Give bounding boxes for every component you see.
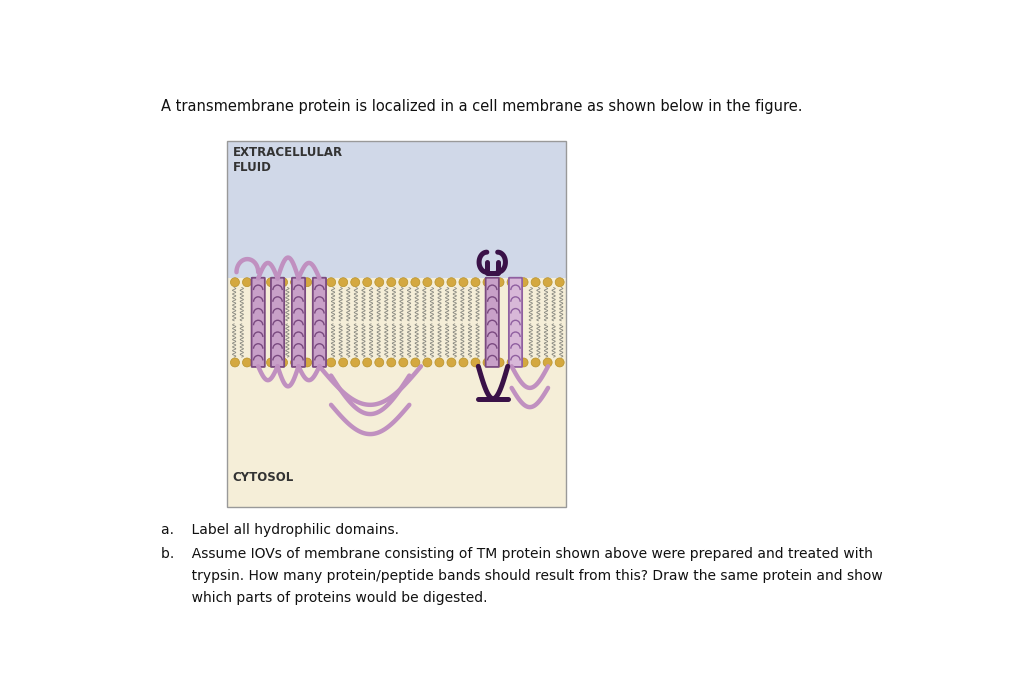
Text: which parts of proteins would be digested.: which parts of proteins would be digeste… — [161, 590, 487, 604]
FancyBboxPatch shape — [509, 278, 522, 367]
Circle shape — [495, 358, 504, 367]
FancyBboxPatch shape — [227, 279, 566, 367]
Circle shape — [327, 358, 336, 367]
Circle shape — [459, 358, 468, 367]
Circle shape — [314, 358, 324, 367]
FancyBboxPatch shape — [292, 278, 305, 367]
Circle shape — [471, 278, 480, 287]
Circle shape — [255, 278, 263, 287]
FancyBboxPatch shape — [271, 278, 285, 367]
Circle shape — [230, 278, 240, 287]
Circle shape — [555, 358, 564, 367]
Circle shape — [411, 278, 420, 287]
Circle shape — [459, 278, 468, 287]
Circle shape — [266, 358, 275, 367]
Circle shape — [314, 278, 324, 287]
Circle shape — [483, 278, 492, 287]
Circle shape — [375, 358, 384, 367]
Circle shape — [398, 278, 408, 287]
Text: a.    Label all hydrophilic domains.: a. Label all hydrophilic domains. — [161, 523, 398, 537]
Circle shape — [387, 278, 396, 287]
Circle shape — [255, 358, 263, 367]
Circle shape — [435, 358, 443, 367]
Circle shape — [471, 358, 480, 367]
Circle shape — [423, 358, 432, 367]
Circle shape — [555, 278, 564, 287]
Circle shape — [519, 278, 528, 287]
Circle shape — [495, 278, 504, 287]
Circle shape — [423, 278, 432, 287]
Circle shape — [339, 278, 348, 287]
Circle shape — [279, 358, 288, 367]
Circle shape — [303, 278, 311, 287]
FancyBboxPatch shape — [227, 141, 566, 279]
Circle shape — [531, 278, 540, 287]
Circle shape — [446, 278, 456, 287]
Circle shape — [411, 358, 420, 367]
Text: trypsin. How many protein/peptide bands should result from this? Draw the same p: trypsin. How many protein/peptide bands … — [161, 569, 883, 583]
Text: EXTRACELLULAR
FLUID: EXTRACELLULAR FLUID — [232, 146, 343, 175]
Circle shape — [243, 358, 252, 367]
Circle shape — [327, 278, 336, 287]
Circle shape — [351, 358, 359, 367]
Text: CYTOSOL: CYTOSOL — [232, 471, 294, 484]
Circle shape — [362, 278, 372, 287]
Circle shape — [291, 278, 300, 287]
Circle shape — [543, 358, 552, 367]
FancyBboxPatch shape — [485, 278, 499, 367]
Circle shape — [243, 278, 252, 287]
FancyBboxPatch shape — [252, 278, 265, 367]
FancyBboxPatch shape — [227, 367, 566, 507]
Circle shape — [339, 358, 348, 367]
FancyBboxPatch shape — [312, 278, 326, 367]
Text: b.    Assume IOVs of membrane consisting of TM protein shown above were prepared: b. Assume IOVs of membrane consisting of… — [161, 547, 872, 561]
Circle shape — [279, 278, 288, 287]
Circle shape — [291, 358, 300, 367]
Circle shape — [446, 358, 456, 367]
Circle shape — [266, 278, 275, 287]
Circle shape — [483, 358, 492, 367]
Circle shape — [543, 278, 552, 287]
Circle shape — [387, 358, 396, 367]
Text: A transmembrane protein is localized in a cell membrane as shown below in the fi: A transmembrane protein is localized in … — [161, 99, 802, 114]
Circle shape — [507, 278, 516, 287]
Circle shape — [351, 278, 359, 287]
Circle shape — [519, 358, 528, 367]
Circle shape — [230, 358, 240, 367]
Circle shape — [507, 358, 516, 367]
Circle shape — [398, 358, 408, 367]
Circle shape — [435, 278, 443, 287]
Circle shape — [362, 358, 372, 367]
Circle shape — [303, 358, 311, 367]
Circle shape — [375, 278, 384, 287]
Circle shape — [531, 358, 540, 367]
